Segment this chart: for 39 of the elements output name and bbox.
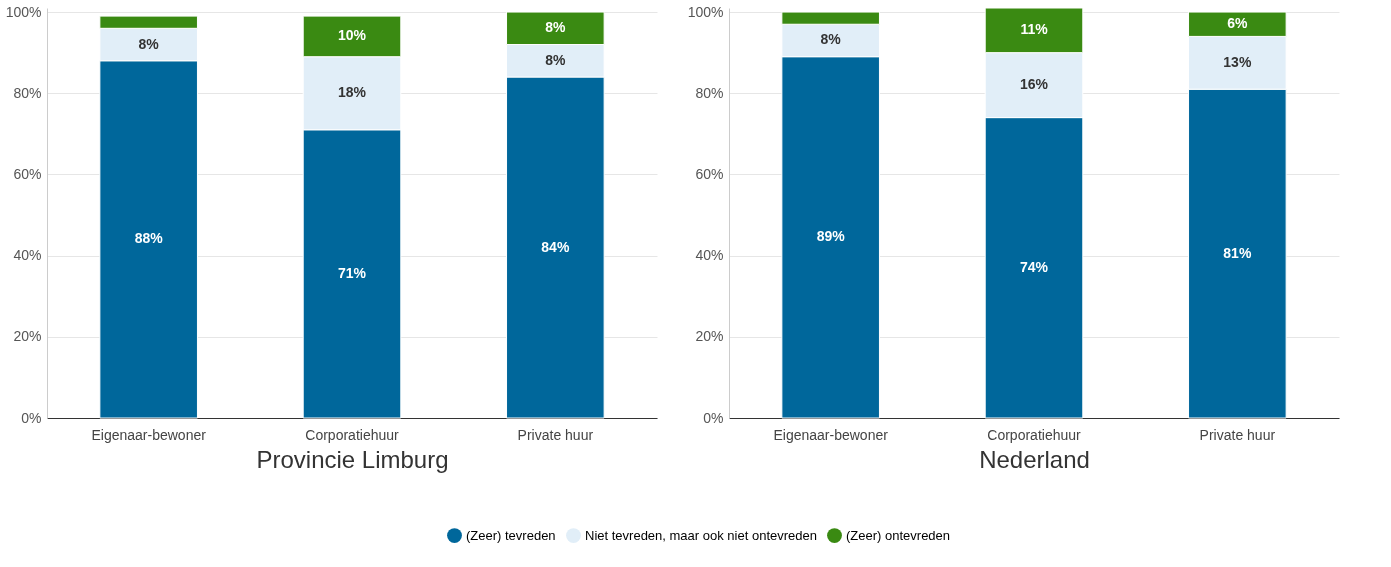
y-tick-label: 100% xyxy=(5,3,42,20)
y-tick-label: 0% xyxy=(703,409,724,426)
y-tick-label: 80% xyxy=(13,84,42,101)
x-tick-label: Eigenaar-bewoner xyxy=(773,426,889,443)
legend-label: (Zeer) ontevreden xyxy=(846,527,951,543)
legend-label: Niet tevreden, maar ook niet ontevreden xyxy=(585,527,817,543)
legend-label: (Zeer) tevreden xyxy=(466,527,556,543)
y-tick-label: 100% xyxy=(687,3,724,20)
y-tick-label: 80% xyxy=(695,84,724,101)
y-tick-label: 0% xyxy=(21,409,42,426)
data-label: 71% xyxy=(337,264,367,281)
x-axis-title: Nederland xyxy=(979,445,1090,473)
data-label: 6% xyxy=(1227,15,1248,32)
data-label: 10% xyxy=(337,27,367,44)
data-label: 8% xyxy=(545,19,566,36)
y-tick-label: 60% xyxy=(13,165,42,182)
data-label: 11% xyxy=(1020,21,1049,38)
data-label: 84% xyxy=(541,238,570,255)
x-tick-label: Corporatiehuur xyxy=(305,426,400,443)
data-label: 8% xyxy=(138,35,160,52)
data-label: 8% xyxy=(820,31,842,48)
x-tick-label: Eigenaar-bewoner xyxy=(91,426,207,443)
data-label: 74% xyxy=(1019,258,1049,275)
y-tick-label: 20% xyxy=(695,328,724,345)
x-tick-label: Corporatiehuur xyxy=(987,426,1082,443)
y-tick-label: 60% xyxy=(695,165,724,182)
data-label: 8% xyxy=(545,51,566,68)
data-label: 18% xyxy=(337,84,367,101)
y-tick-label: 20% xyxy=(13,328,42,345)
y-tick-label: 40% xyxy=(13,247,42,264)
data-label: 88% xyxy=(134,230,164,247)
data-label: 89% xyxy=(816,228,846,245)
x-tick-label: Private huur xyxy=(517,426,594,443)
data-label: 81% xyxy=(1223,244,1252,261)
data-label: 16% xyxy=(1019,76,1049,93)
x-tick-label: Private huur xyxy=(1199,426,1276,443)
y-tick-label: 40% xyxy=(695,247,724,264)
x-axis-title: Provincie Limburg xyxy=(256,445,449,473)
data-label: 13% xyxy=(1223,53,1252,70)
